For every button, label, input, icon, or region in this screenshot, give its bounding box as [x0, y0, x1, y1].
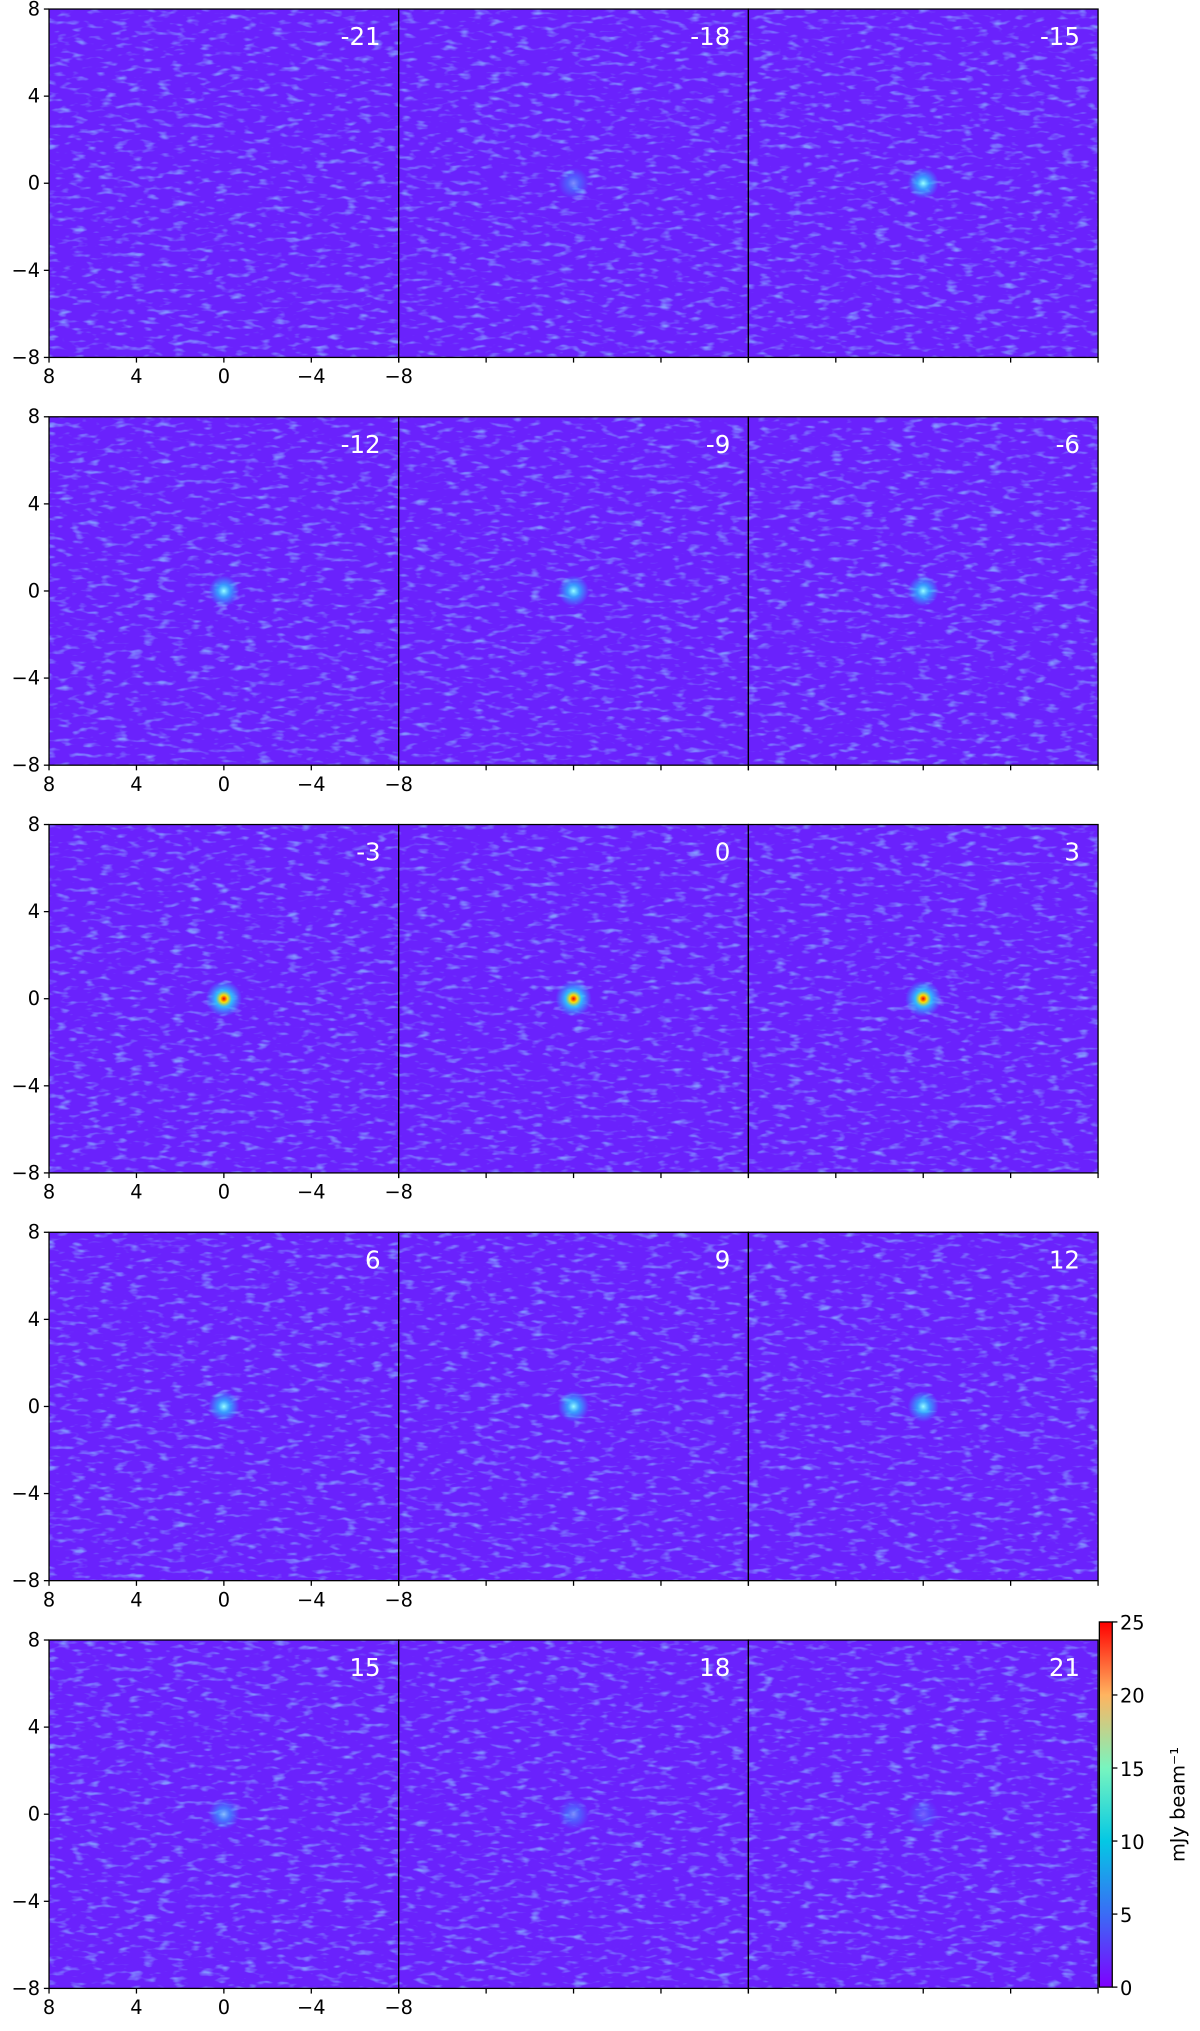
- x-tick-label: 0: [218, 1588, 230, 1611]
- velocity-label: -9: [706, 430, 730, 459]
- x-tick-label: 0: [218, 773, 230, 796]
- emission-peak: [907, 1390, 939, 1422]
- x-tick-label: 0: [218, 1181, 230, 1204]
- emission-peak: [555, 980, 592, 1017]
- x-tick-label: −8: [384, 1181, 413, 1204]
- colorbar-tick-label: 0: [1120, 1977, 1132, 2000]
- emission-peak: [907, 575, 939, 607]
- emission-peak: [558, 575, 590, 607]
- colorbar-tick-label: 15: [1120, 1758, 1145, 1781]
- y-tick-label: −4: [11, 1890, 40, 1913]
- x-tick-label: −4: [297, 365, 326, 388]
- colorbar: [1098, 1621, 1113, 1988]
- x-tick-label: 8: [43, 365, 55, 388]
- x-tick-label: 4: [130, 1996, 142, 2019]
- y-tick-label: −8: [11, 346, 40, 369]
- x-tick-label: −4: [297, 773, 326, 796]
- emission-peak: [905, 980, 942, 1017]
- velocity-label: 6: [365, 1245, 381, 1274]
- colorbar-tick-label: 5: [1120, 1904, 1132, 1927]
- y-tick-label: −4: [11, 259, 40, 282]
- x-tick-label: −8: [384, 1996, 413, 2019]
- noise-texture: [49, 9, 399, 358]
- x-tick-label: −8: [384, 1588, 413, 1611]
- velocity-label: -3: [356, 838, 380, 867]
- velocity-label: -12: [341, 430, 381, 459]
- emission-peak: [907, 167, 939, 199]
- y-tick-label: 8: [28, 0, 40, 20]
- velocity-label: 12: [1049, 1245, 1080, 1274]
- y-tick-label: 0: [28, 987, 40, 1010]
- x-tick-label: 4: [130, 1181, 142, 1204]
- colorbar-tick-label: 25: [1120, 1612, 1145, 1635]
- x-tick-label: 0: [218, 1996, 230, 2019]
- emission-peak: [558, 1390, 590, 1422]
- y-tick-label: −4: [11, 667, 40, 690]
- y-tick-label: 8: [28, 813, 40, 836]
- y-tick-label: 0: [28, 579, 40, 602]
- velocity-label: 0: [715, 838, 731, 867]
- y-tick-label: 0: [28, 1395, 40, 1418]
- y-tick-label: −8: [11, 1161, 40, 1184]
- y-tick-label: 4: [28, 1716, 40, 1739]
- panel-frame: [747, 823, 1099, 1174]
- y-tick-label: 8: [28, 1221, 40, 1244]
- y-tick-label: −8: [11, 1977, 40, 2000]
- colorbar-tick-label: 20: [1120, 1685, 1145, 1708]
- velocity-label: -18: [690, 22, 730, 51]
- emission-peak: [205, 980, 242, 1017]
- y-tick-label: −8: [11, 1569, 40, 1592]
- velocity-label: 15: [349, 1653, 380, 1682]
- colorbar-label: mJy beam⁻¹: [1167, 1747, 1190, 1862]
- x-tick-label: −4: [297, 1181, 326, 1204]
- y-tick-label: 4: [28, 1308, 40, 1331]
- x-tick-label: −4: [297, 1996, 326, 2019]
- emission-peak: [208, 1798, 240, 1830]
- x-tick-label: −8: [384, 365, 413, 388]
- y-tick-label: 0: [28, 172, 40, 195]
- velocity-label: -21: [341, 22, 381, 51]
- x-tick-label: −4: [297, 1588, 326, 1611]
- emission-peak: [208, 575, 240, 607]
- y-tick-label: 4: [28, 492, 40, 515]
- velocity-label: 18: [699, 1653, 730, 1682]
- velocity-label: -6: [1056, 430, 1080, 459]
- y-tick-label: −8: [11, 754, 40, 777]
- y-tick-label: 8: [28, 1628, 40, 1651]
- x-tick-label: 4: [130, 365, 142, 388]
- x-tick-label: 8: [43, 773, 55, 796]
- x-tick-label: 0: [218, 365, 230, 388]
- x-tick-label: 8: [43, 1588, 55, 1611]
- y-tick-label: 8: [28, 405, 40, 428]
- y-tick-label: 4: [28, 85, 40, 108]
- emission-peak: [208, 1390, 240, 1422]
- y-tick-label: −4: [11, 1482, 40, 1505]
- x-tick-label: 8: [43, 1181, 55, 1204]
- y-tick-label: −4: [11, 1074, 40, 1097]
- x-tick-label: 4: [130, 773, 142, 796]
- x-tick-label: 8: [43, 1996, 55, 2019]
- emission-peak: [558, 1798, 590, 1830]
- y-tick-label: 4: [28, 900, 40, 923]
- velocity-label: 9: [715, 1245, 731, 1274]
- velocity-label: 21: [1049, 1653, 1080, 1682]
- colorbar-tick-label: 10: [1120, 1831, 1145, 1854]
- y-tick-label: 0: [28, 1803, 40, 1826]
- x-tick-label: 4: [130, 1588, 142, 1611]
- velocity-label: -15: [1040, 22, 1080, 51]
- x-tick-label: −8: [384, 773, 413, 796]
- emission-peak: [558, 167, 590, 199]
- velocity-label: 3: [1064, 838, 1080, 867]
- emission-peak: [907, 1798, 939, 1830]
